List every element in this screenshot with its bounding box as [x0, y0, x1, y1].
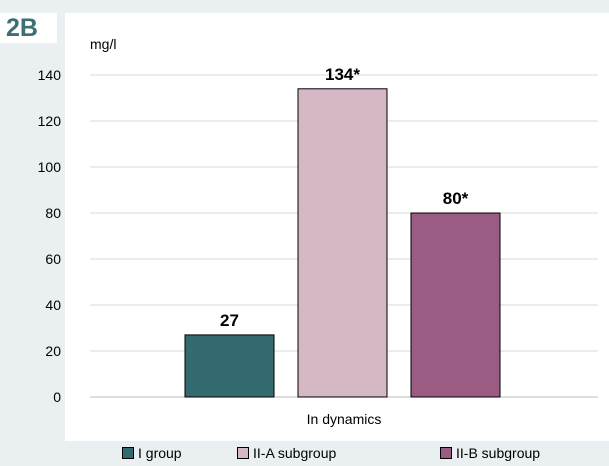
- y-tick-label: 140: [38, 67, 62, 83]
- data-label: 134*: [325, 65, 360, 84]
- data-labels: 27 134* 80*: [220, 65, 469, 330]
- legend: I group II-A subgroup II-B subgroup: [122, 443, 592, 465]
- bar-ii-a-subgroup: [297, 88, 388, 398]
- y-tick-label: 20: [45, 343, 61, 359]
- legend-swatch: [237, 447, 249, 459]
- data-label: 27: [220, 311, 239, 330]
- legend-swatch: [122, 447, 134, 459]
- legend-label: II-B subgroup: [456, 445, 541, 461]
- legend-label: I group: [138, 445, 182, 461]
- y-tick-label: 60: [45, 251, 61, 267]
- y-tick-label: 80: [45, 205, 61, 221]
- legend-label: II-A subgroup: [253, 445, 337, 461]
- bars: [184, 88, 501, 398]
- y-tick-label: 40: [45, 297, 61, 313]
- y-tick-label: 0: [53, 389, 61, 405]
- bar-i-group: [184, 334, 275, 398]
- y-axis-label: mg/l: [90, 36, 116, 52]
- y-tick-label: 120: [38, 113, 62, 129]
- x-category-label: In dynamics: [307, 411, 382, 427]
- legend-item: II-A subgroup: [237, 445, 336, 461]
- legend-swatch: [440, 447, 452, 459]
- data-label: 80*: [443, 189, 469, 208]
- legend-item: I group: [122, 445, 182, 461]
- legend-item: II-B subgroup: [440, 445, 540, 461]
- y-axis-ticks: 0 20 40 60 80 100 120 140: [38, 67, 62, 405]
- y-tick-label: 100: [38, 159, 62, 175]
- bar-ii-b-subgroup: [410, 212, 501, 398]
- panel-label: 2B: [0, 13, 57, 43]
